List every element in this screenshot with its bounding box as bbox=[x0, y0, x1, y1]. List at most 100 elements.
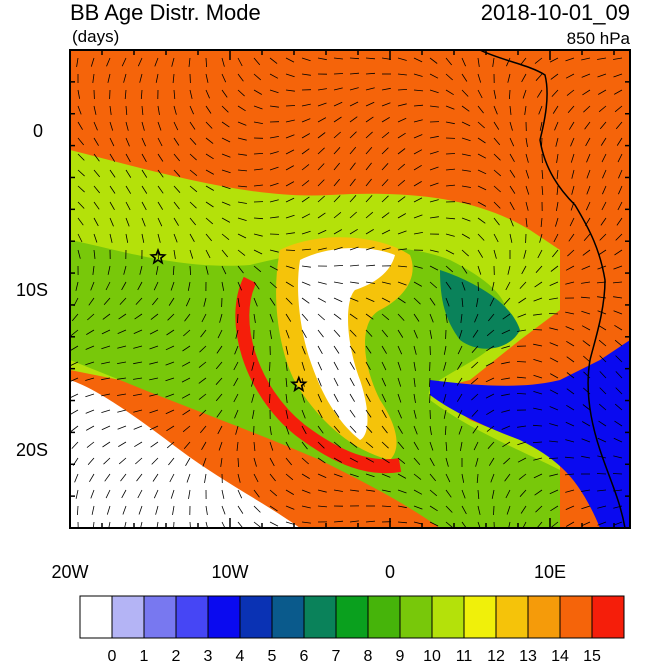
wind-barb bbox=[317, 229, 327, 235]
wind-barb bbox=[397, 89, 408, 91]
colorbar-label: 10 bbox=[423, 648, 441, 665]
wind-barb bbox=[365, 313, 374, 320]
age-band-red-arc bbox=[235, 276, 402, 474]
wind-barb bbox=[285, 425, 290, 435]
wind-barb bbox=[349, 264, 360, 267]
wind-barb bbox=[555, 217, 559, 227]
wind-barb bbox=[477, 281, 479, 292]
wind-barb bbox=[565, 265, 575, 271]
wind-barb bbox=[524, 105, 527, 115]
wind-barb bbox=[237, 185, 248, 188]
wind-barb bbox=[413, 57, 423, 63]
wind-barb bbox=[521, 265, 527, 275]
wind-barb bbox=[77, 153, 85, 161]
lon-label-0: 0 bbox=[385, 562, 395, 582]
wind-barb bbox=[598, 89, 607, 95]
wind-barb bbox=[301, 248, 312, 251]
wind-barb bbox=[614, 105, 623, 113]
wind-barb bbox=[614, 89, 623, 95]
wind-barb bbox=[109, 105, 112, 115]
wind-barb bbox=[519, 489, 527, 497]
wind-barb bbox=[365, 229, 374, 235]
wind-barb bbox=[317, 441, 325, 449]
colorbar-swatch bbox=[431, 595, 465, 639]
colorbar-swatch bbox=[303, 595, 337, 639]
wind-barb bbox=[474, 313, 479, 323]
wind-barb bbox=[269, 329, 272, 339]
wind-barb bbox=[397, 345, 403, 355]
colorbar-label: 3 bbox=[203, 648, 213, 665]
wind-barb bbox=[199, 409, 207, 417]
wind-barb bbox=[140, 89, 143, 100]
wind-barb bbox=[77, 89, 80, 99]
wind-barb bbox=[584, 121, 591, 130]
wind-barb bbox=[218, 441, 223, 451]
wind-barb bbox=[107, 265, 111, 275]
colorbar-swatch bbox=[111, 595, 145, 639]
wind-barb bbox=[90, 281, 95, 291]
wind-barb bbox=[165, 409, 175, 415]
wind-barb bbox=[133, 329, 143, 334]
wind-barb bbox=[599, 371, 607, 379]
wind-barb bbox=[285, 57, 295, 63]
wind-barb bbox=[189, 169, 198, 177]
wind-barb bbox=[599, 387, 607, 395]
wind-barb bbox=[118, 457, 127, 465]
wind-barb bbox=[253, 425, 255, 436]
wind-barb bbox=[77, 505, 79, 516]
wind-barb bbox=[237, 249, 246, 256]
wind-barb bbox=[568, 233, 575, 242]
wind-barb bbox=[252, 345, 255, 355]
wind-barb bbox=[565, 57, 575, 62]
wind-barb bbox=[237, 233, 247, 239]
wind-barb bbox=[122, 505, 127, 515]
wind-barb bbox=[285, 329, 290, 339]
wind-barb bbox=[445, 249, 455, 255]
map-title: BB Age Distr. Mode bbox=[70, 0, 261, 25]
wind-barb bbox=[285, 345, 289, 355]
wind-barb bbox=[397, 213, 406, 219]
wind-barb bbox=[536, 89, 543, 98]
wind-barb bbox=[333, 57, 343, 60]
wind-barb bbox=[501, 329, 511, 335]
wind-barb bbox=[121, 489, 127, 499]
plot-frame bbox=[69, 49, 631, 529]
wind-barb bbox=[502, 441, 511, 448]
colorbar-label: 13 bbox=[519, 648, 537, 665]
wind-barb bbox=[301, 473, 310, 479]
wind-barb bbox=[461, 137, 471, 142]
wind-barb bbox=[333, 425, 341, 434]
wind-barb bbox=[413, 345, 417, 355]
wind-barb bbox=[117, 361, 127, 364]
wind-barb bbox=[397, 377, 402, 387]
wind-barb bbox=[123, 265, 127, 275]
wind-barb bbox=[566, 340, 575, 347]
wind-barb bbox=[237, 313, 239, 324]
wind-barb bbox=[397, 473, 407, 479]
axis-labels: 20W 10W 0 10E 0 10S 20S bbox=[16, 121, 566, 582]
wind-barb bbox=[237, 217, 247, 221]
wind-barb bbox=[365, 329, 373, 337]
wind-barb bbox=[253, 313, 256, 323]
wind-barb bbox=[156, 521, 159, 528]
wind-barb bbox=[221, 217, 231, 223]
wind-barb bbox=[443, 393, 447, 403]
wind-barb bbox=[125, 201, 131, 211]
wind-barb bbox=[565, 73, 575, 79]
wind-barb bbox=[492, 57, 495, 67]
wind-barb bbox=[189, 249, 194, 259]
wind-barb bbox=[237, 105, 246, 112]
wind-barb bbox=[485, 393, 495, 399]
wind-barb bbox=[269, 105, 279, 108]
wind-barb bbox=[117, 377, 127, 380]
wind-barb bbox=[173, 217, 179, 226]
wind-barb bbox=[333, 246, 343, 251]
wind-barb bbox=[253, 457, 257, 467]
wind-barb bbox=[77, 185, 85, 193]
wind-barb bbox=[381, 247, 391, 251]
wind-barb bbox=[613, 73, 623, 78]
colorbar-label: 12 bbox=[487, 648, 505, 665]
wind-barb bbox=[301, 409, 306, 419]
wind-barb bbox=[472, 425, 479, 434]
wind-barb bbox=[397, 57, 407, 61]
